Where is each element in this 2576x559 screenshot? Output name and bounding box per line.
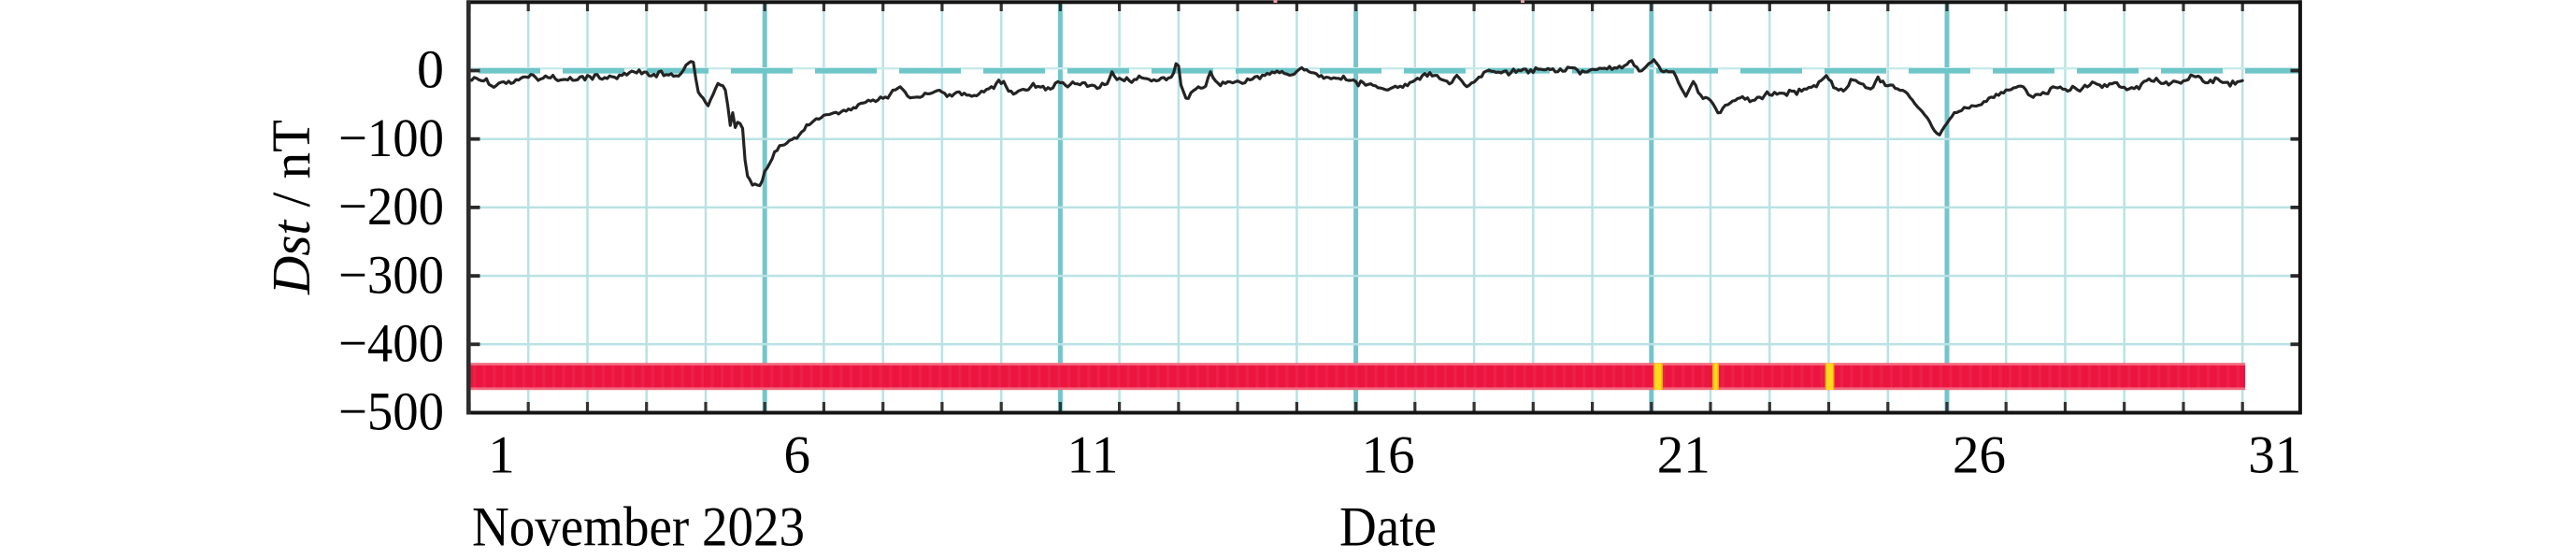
svg-text:31: 31 bbox=[2248, 426, 2301, 485]
svg-text:1: 1 bbox=[488, 426, 515, 485]
svg-text:−200: −200 bbox=[338, 176, 444, 236]
svg-text:21: 21 bbox=[1657, 426, 1710, 485]
svg-text:16: 16 bbox=[1362, 426, 1415, 485]
svg-text:6: 6 bbox=[783, 426, 810, 485]
svg-text:November 2023: November 2023 bbox=[472, 496, 805, 558]
svg-text:−400: −400 bbox=[338, 313, 444, 374]
svg-text:Date: Date bbox=[1339, 496, 1437, 558]
svg-text:−100: −100 bbox=[338, 108, 444, 168]
svg-text:Dst / nT: Dst / nT bbox=[261, 120, 322, 295]
svg-text:−300: −300 bbox=[338, 244, 444, 305]
svg-text:26: 26 bbox=[1953, 426, 2006, 485]
svg-text:11: 11 bbox=[1066, 426, 1118, 485]
svg-text:0: 0 bbox=[417, 39, 444, 100]
svg-text:−500: −500 bbox=[338, 381, 444, 442]
